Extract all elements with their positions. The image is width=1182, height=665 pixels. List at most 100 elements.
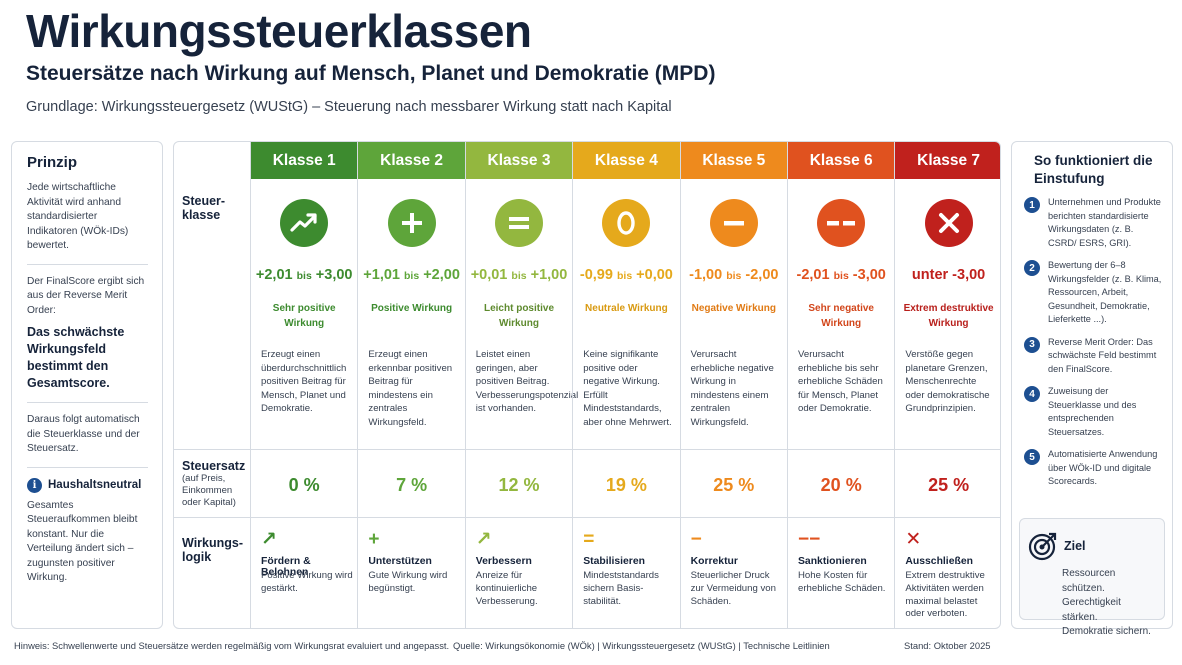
tax-rate: 0 % bbox=[288, 475, 320, 495]
logic-text: Extrem destruktive Aktivitäten werden ma… bbox=[905, 570, 985, 620]
tax-rate: 25 % bbox=[928, 475, 970, 495]
step-number-badge: 4 bbox=[1024, 386, 1040, 402]
effect-label: Sehr negative Wirkung bbox=[808, 303, 874, 329]
logic-title: Sanktionieren bbox=[798, 556, 867, 567]
logic-text: Positive Wirkung wird gestärkt. bbox=[261, 570, 353, 594]
plus-icon bbox=[387, 199, 436, 247]
logic-title: Unterstützen bbox=[368, 556, 432, 567]
logic-icon: ↗ bbox=[475, 529, 492, 550]
page-title: Wirkungssteuerklassen bbox=[26, 5, 532, 57]
classification-step: 1 Unternehmen und Produkte berichten stan… bbox=[1024, 196, 1162, 250]
tax-class-header: Klasse 6 bbox=[788, 142, 895, 179]
principle-text-1: Jede wirtschaftliche Aktivität wird anha… bbox=[27, 182, 129, 251]
double-minus-icon bbox=[817, 199, 866, 247]
tax-rate: 19 % bbox=[605, 475, 647, 495]
effect-label: Extrem destruktive Wirkung bbox=[903, 303, 994, 329]
row-divider bbox=[174, 449, 1000, 450]
budget-neutral-text: Gesamtes Steueraufkommen bleibt konstant… bbox=[27, 499, 138, 584]
goal-box: Ziel Ressourcen schützen. Gerechtigkeit … bbox=[1019, 518, 1165, 637]
info-icon: i bbox=[27, 477, 42, 493]
row-label-steuerklasse-text: Steuer-klasse bbox=[182, 194, 226, 222]
row-label-steuersatz: Steuersatz (auf Preis, Einkommen oder Ka… bbox=[174, 459, 250, 509]
class-description: Verursacht erhebliche negative Wirkung i… bbox=[690, 349, 774, 428]
row-label-steuersatz-sub: (auf Preis, Einkommen oder Kapital) bbox=[182, 473, 236, 508]
class-description: Verstöße gegen planetare Grenzen, Mensch… bbox=[905, 349, 990, 414]
tax-class-column-7: Klasse 7 unter -3,00 Extrem destruktive Wi… bbox=[894, 142, 1000, 628]
page-subtitle: Steuersätze nach Wirkung auf Mensch, Pla… bbox=[26, 62, 716, 85]
principle-text-3: Daraus folgt automatisch die Steuerklass… bbox=[27, 414, 140, 454]
step-text: Reverse Merit Order: Das schwächste Feld… bbox=[1048, 336, 1157, 374]
logic-title: Ausschließen bbox=[905, 556, 973, 567]
classification-steps: 1 Unternehmen und Produkte berichten stan… bbox=[1024, 196, 1162, 489]
logic-title: Stabilisieren bbox=[583, 556, 645, 567]
minus-icon bbox=[709, 199, 758, 247]
tax-class-header: Klasse 7 bbox=[895, 142, 1000, 179]
classification-step: 2 Bewertung der 6–8 Wirkungsfelder (z. B.… bbox=[1024, 259, 1162, 327]
principle-title: Prinzip bbox=[27, 154, 78, 171]
effect-label: Leicht positive Wirkung bbox=[483, 303, 554, 329]
tax-rate: 20 % bbox=[820, 475, 862, 495]
tax-class-grid: Steuer-klasse Steuersatz (auf Preis, Ein… bbox=[174, 142, 1000, 628]
logic-text: Anreize für kontinuierliche Verbesserung… bbox=[475, 570, 538, 607]
step-number-badge: 2 bbox=[1024, 260, 1040, 276]
row-label-wirkungslogik-text: Wirkungs-logik bbox=[182, 536, 243, 564]
goal-line: Ressourcen schützen. bbox=[1062, 568, 1116, 594]
logic-text: Hohe Kosten für erhebliche Schäden. bbox=[798, 570, 886, 594]
logic-text: Steuerlicher Druck zur Vermeidung von Sc… bbox=[690, 570, 776, 607]
row-label-steuerklasse: Steuer-klasse bbox=[174, 194, 250, 222]
score-range: -0,99 bis +0,00 bbox=[579, 267, 673, 283]
step-text: Zuweisung der Steuerklasse und des entsp… bbox=[1048, 386, 1137, 437]
logic-icon: − bbox=[690, 529, 702, 550]
logic-icon: −− bbox=[798, 529, 821, 550]
target-icon bbox=[1028, 532, 1057, 561]
class-description: Erzeugt einen erkennbar positiven Beitra… bbox=[368, 349, 453, 428]
classification-step: 4 Zuweisung der Steuerklasse und des ents… bbox=[1024, 385, 1162, 439]
effect-label: Positive Wirkung bbox=[371, 303, 453, 314]
score-range: +0,01 bis +1,00 bbox=[470, 267, 568, 283]
footer-source: Quelle: Wirkungsökonomie (WÖk) | Wirkung… bbox=[453, 640, 830, 651]
classification-step: 3 Reverse Merit Order: Das schwächste Fel… bbox=[1024, 336, 1162, 377]
tax-class-table: Steuer-klasse Steuersatz (auf Preis, Ein… bbox=[173, 141, 1001, 629]
tax-class-header: Klasse 4 bbox=[573, 142, 680, 179]
step-number-badge: 3 bbox=[1024, 336, 1040, 353]
goal-line: Gerechtigkeit stärken. bbox=[1062, 597, 1121, 623]
divider bbox=[27, 466, 148, 468]
step-text: Unternehmen und Produkte berichten stand… bbox=[1048, 197, 1161, 248]
legal-basis-text: Grundlage: Wirkungssteuergesetz (WUStG) … bbox=[26, 99, 672, 115]
tax-class-header: Klasse 5 bbox=[680, 142, 787, 179]
tax-class-header: Klasse 2 bbox=[358, 142, 465, 179]
classification-panel: So funktioniert die Einstufung 1 Unterneh… bbox=[1011, 141, 1173, 637]
step-number-badge: 1 bbox=[1024, 197, 1040, 213]
cross-icon bbox=[924, 199, 973, 247]
step-text: Bewertung der 6–8 Wirkungsfelder (z. B. … bbox=[1048, 260, 1162, 324]
trend-up-icon bbox=[280, 199, 329, 247]
zero-icon bbox=[602, 199, 651, 247]
budget-neutral-heading: i Haushaltsneutral bbox=[27, 477, 148, 493]
goal-line: Demokratie sichern. bbox=[1062, 626, 1151, 637]
effect-label: Sehr positive Wirkung bbox=[272, 303, 336, 329]
tax-rate: 7 % bbox=[396, 475, 428, 495]
classification-step: 5 Automatisierte Anwendung über WÖk-ID un… bbox=[1024, 448, 1162, 489]
class-description: Erzeugt einen überdurchschnittlich posit… bbox=[261, 349, 347, 414]
logic-text: Mindeststandards sichern Basis-stabilitä… bbox=[583, 570, 659, 607]
tax-class-column-4: Klasse 4 -0,99 bis +0,00 Neutrale Wirkung K… bbox=[572, 142, 680, 628]
logic-icon: + bbox=[368, 529, 380, 550]
divider bbox=[27, 402, 148, 403]
class-description: Leistet einen geringen, aber positiven B… bbox=[475, 349, 579, 414]
step-number-badge: 5 bbox=[1024, 449, 1040, 465]
tax-class-header: Klasse 1 bbox=[251, 142, 358, 179]
tax-class-column-3: Klasse 3 +0,01 bis +1,00 Leicht positive W… bbox=[464, 142, 579, 628]
tax-class-column-5: Klasse 5 -1,00 bis -2,00 Negative Wirkung V… bbox=[679, 142, 787, 628]
tax-class-column-2: Klasse 2 +1,01 bis +2,00 Positive Wirkung E… bbox=[357, 142, 465, 628]
logic-icon: ↗ bbox=[261, 529, 277, 550]
tax-rate: 25 % bbox=[713, 475, 755, 495]
footer-date: Stand: Oktober 2025 bbox=[904, 640, 991, 651]
effect-label: Negative Wirkung bbox=[691, 303, 776, 314]
footer-note: Hinweis: Schwellenwerte und Steuersätze … bbox=[14, 640, 450, 651]
row-label-steuersatz-text: Steuersatz bbox=[182, 459, 246, 473]
score-range: unter -3,00 bbox=[911, 267, 986, 283]
score-range: +1,01 bis +2,00 bbox=[363, 267, 460, 283]
divider bbox=[27, 263, 148, 265]
tax-class-column-6: Klasse 6 -2,01 bis -3,00 Sehr negative Wir… bbox=[787, 142, 895, 628]
principle-key-statement: Das schwächste Wirkungsfeld bestimmt den… bbox=[27, 325, 125, 390]
